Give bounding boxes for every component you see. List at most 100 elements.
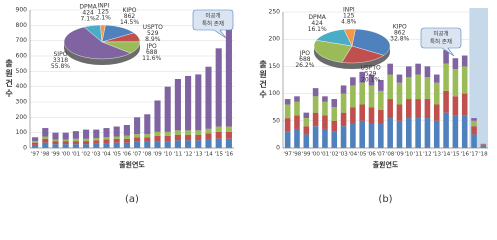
x-tick-label: '08	[386, 152, 395, 158]
bar-segment	[72, 138, 79, 142]
bar-segment	[32, 142, 39, 145]
pie-percent: 11.6%	[142, 55, 161, 62]
bar-segment	[185, 134, 192, 141]
pie-label: SIPO	[54, 51, 68, 58]
x-tick-label: '15	[451, 152, 460, 158]
bar-segment	[350, 123, 356, 148]
bar-segment	[225, 131, 232, 139]
bar-segment	[480, 144, 487, 146]
x-tick-label: '00	[61, 152, 70, 158]
pie-slice	[343, 28, 356, 47]
pie-count: 862	[394, 29, 406, 36]
bar-segment	[331, 131, 338, 148]
x-tick-label: '09	[395, 152, 404, 158]
pie-label: JPO	[146, 43, 157, 50]
y-tick-label: 250	[269, 9, 281, 16]
pie-percent: 4.8%	[341, 19, 357, 26]
bar-segment	[378, 123, 384, 148]
bar-segment	[205, 128, 212, 134]
bar-segment	[83, 129, 90, 139]
bar-segment	[452, 115, 459, 148]
bar-segment	[378, 109, 384, 124]
bar-segment	[415, 63, 421, 75]
bar-segment	[424, 66, 431, 78]
bar-segment	[205, 139, 212, 148]
bar-segment	[303, 126, 310, 135]
y-axis-label: 출원건수	[258, 59, 267, 100]
bar-segment	[387, 99, 393, 119]
bar-segment	[225, 28, 232, 127]
bar-segment	[471, 134, 477, 148]
bar-segment	[350, 85, 356, 108]
bar-segment	[52, 144, 59, 148]
x-tick-label: '14	[442, 152, 451, 158]
y-tick-label: 500	[16, 68, 28, 75]
bar-segment	[368, 123, 375, 148]
bar-segment	[154, 135, 161, 142]
bar-segment	[461, 115, 468, 148]
x-tick-label: '10	[405, 152, 414, 158]
x-tick-label: '07	[133, 152, 142, 158]
bar-segment	[359, 104, 365, 121]
bar-segment	[113, 142, 120, 148]
bar-segment	[312, 96, 319, 113]
x-tick-label: '05	[358, 152, 367, 158]
bar-segment	[205, 133, 212, 140]
x-tick-label: '01	[321, 152, 330, 158]
bar-segment	[378, 90, 384, 110]
bar-segment	[359, 82, 365, 105]
bar-segment	[215, 48, 222, 127]
y-tick-label: 200	[269, 36, 281, 43]
bar-segment	[154, 100, 161, 132]
bar-segment	[93, 140, 100, 144]
bar-segment	[225, 126, 232, 132]
bar-segment	[471, 120, 477, 127]
pie-percent: 32.8%	[390, 35, 409, 42]
pie-label: DPMA	[308, 14, 326, 21]
pie-label: DPMA	[79, 4, 97, 11]
pie-count: 688	[299, 56, 311, 63]
bar-segment	[424, 118, 431, 148]
y-tick-label: 100	[269, 90, 281, 97]
pie-percent: 2.1%	[96, 15, 112, 22]
pie-percent: 16.1%	[308, 26, 327, 33]
bar-segment	[93, 129, 100, 139]
x-tick-label: '12	[184, 152, 193, 158]
bar-segment	[103, 139, 110, 144]
y-tick-label: 800	[16, 22, 28, 29]
x-tick-label: '06	[123, 152, 132, 158]
bar-segment	[350, 107, 356, 124]
bar-segment	[406, 99, 412, 119]
bar-segment	[303, 112, 310, 119]
x-tick-label: '03	[92, 152, 101, 158]
bar-segment	[396, 104, 403, 121]
bar-segment	[294, 101, 300, 116]
bar-segment	[174, 130, 181, 135]
pie-label: JPO	[299, 50, 310, 57]
callout-text: 미공개	[205, 12, 220, 20]
bar-segment	[406, 66, 412, 78]
x-tick-label: '15	[214, 152, 223, 158]
bar-segment	[294, 96, 300, 102]
bar-segment	[340, 112, 347, 127]
pie-count: 424	[82, 10, 94, 17]
bar-segment	[144, 114, 151, 135]
pie-label: KIPO	[122, 7, 136, 14]
bar-segment	[62, 141, 69, 145]
bar-segment	[284, 99, 291, 105]
bar-segment	[359, 120, 365, 148]
bar-segment	[387, 63, 393, 75]
y-tick-label: 0	[23, 145, 27, 152]
bar-segment	[433, 104, 440, 121]
pie-percent: 55.8%	[51, 63, 70, 70]
bar-segment	[322, 101, 328, 116]
callout-text: 특허 존재	[430, 38, 452, 46]
callout	[192, 9, 234, 39]
x-tick-label: '11	[174, 152, 183, 158]
bar-segment	[322, 96, 328, 102]
bar-segment	[452, 69, 459, 97]
pie-label: USPTO	[361, 65, 381, 72]
bar-segment	[174, 79, 181, 131]
bar-segment	[52, 132, 59, 140]
bar-segment	[174, 140, 181, 148]
